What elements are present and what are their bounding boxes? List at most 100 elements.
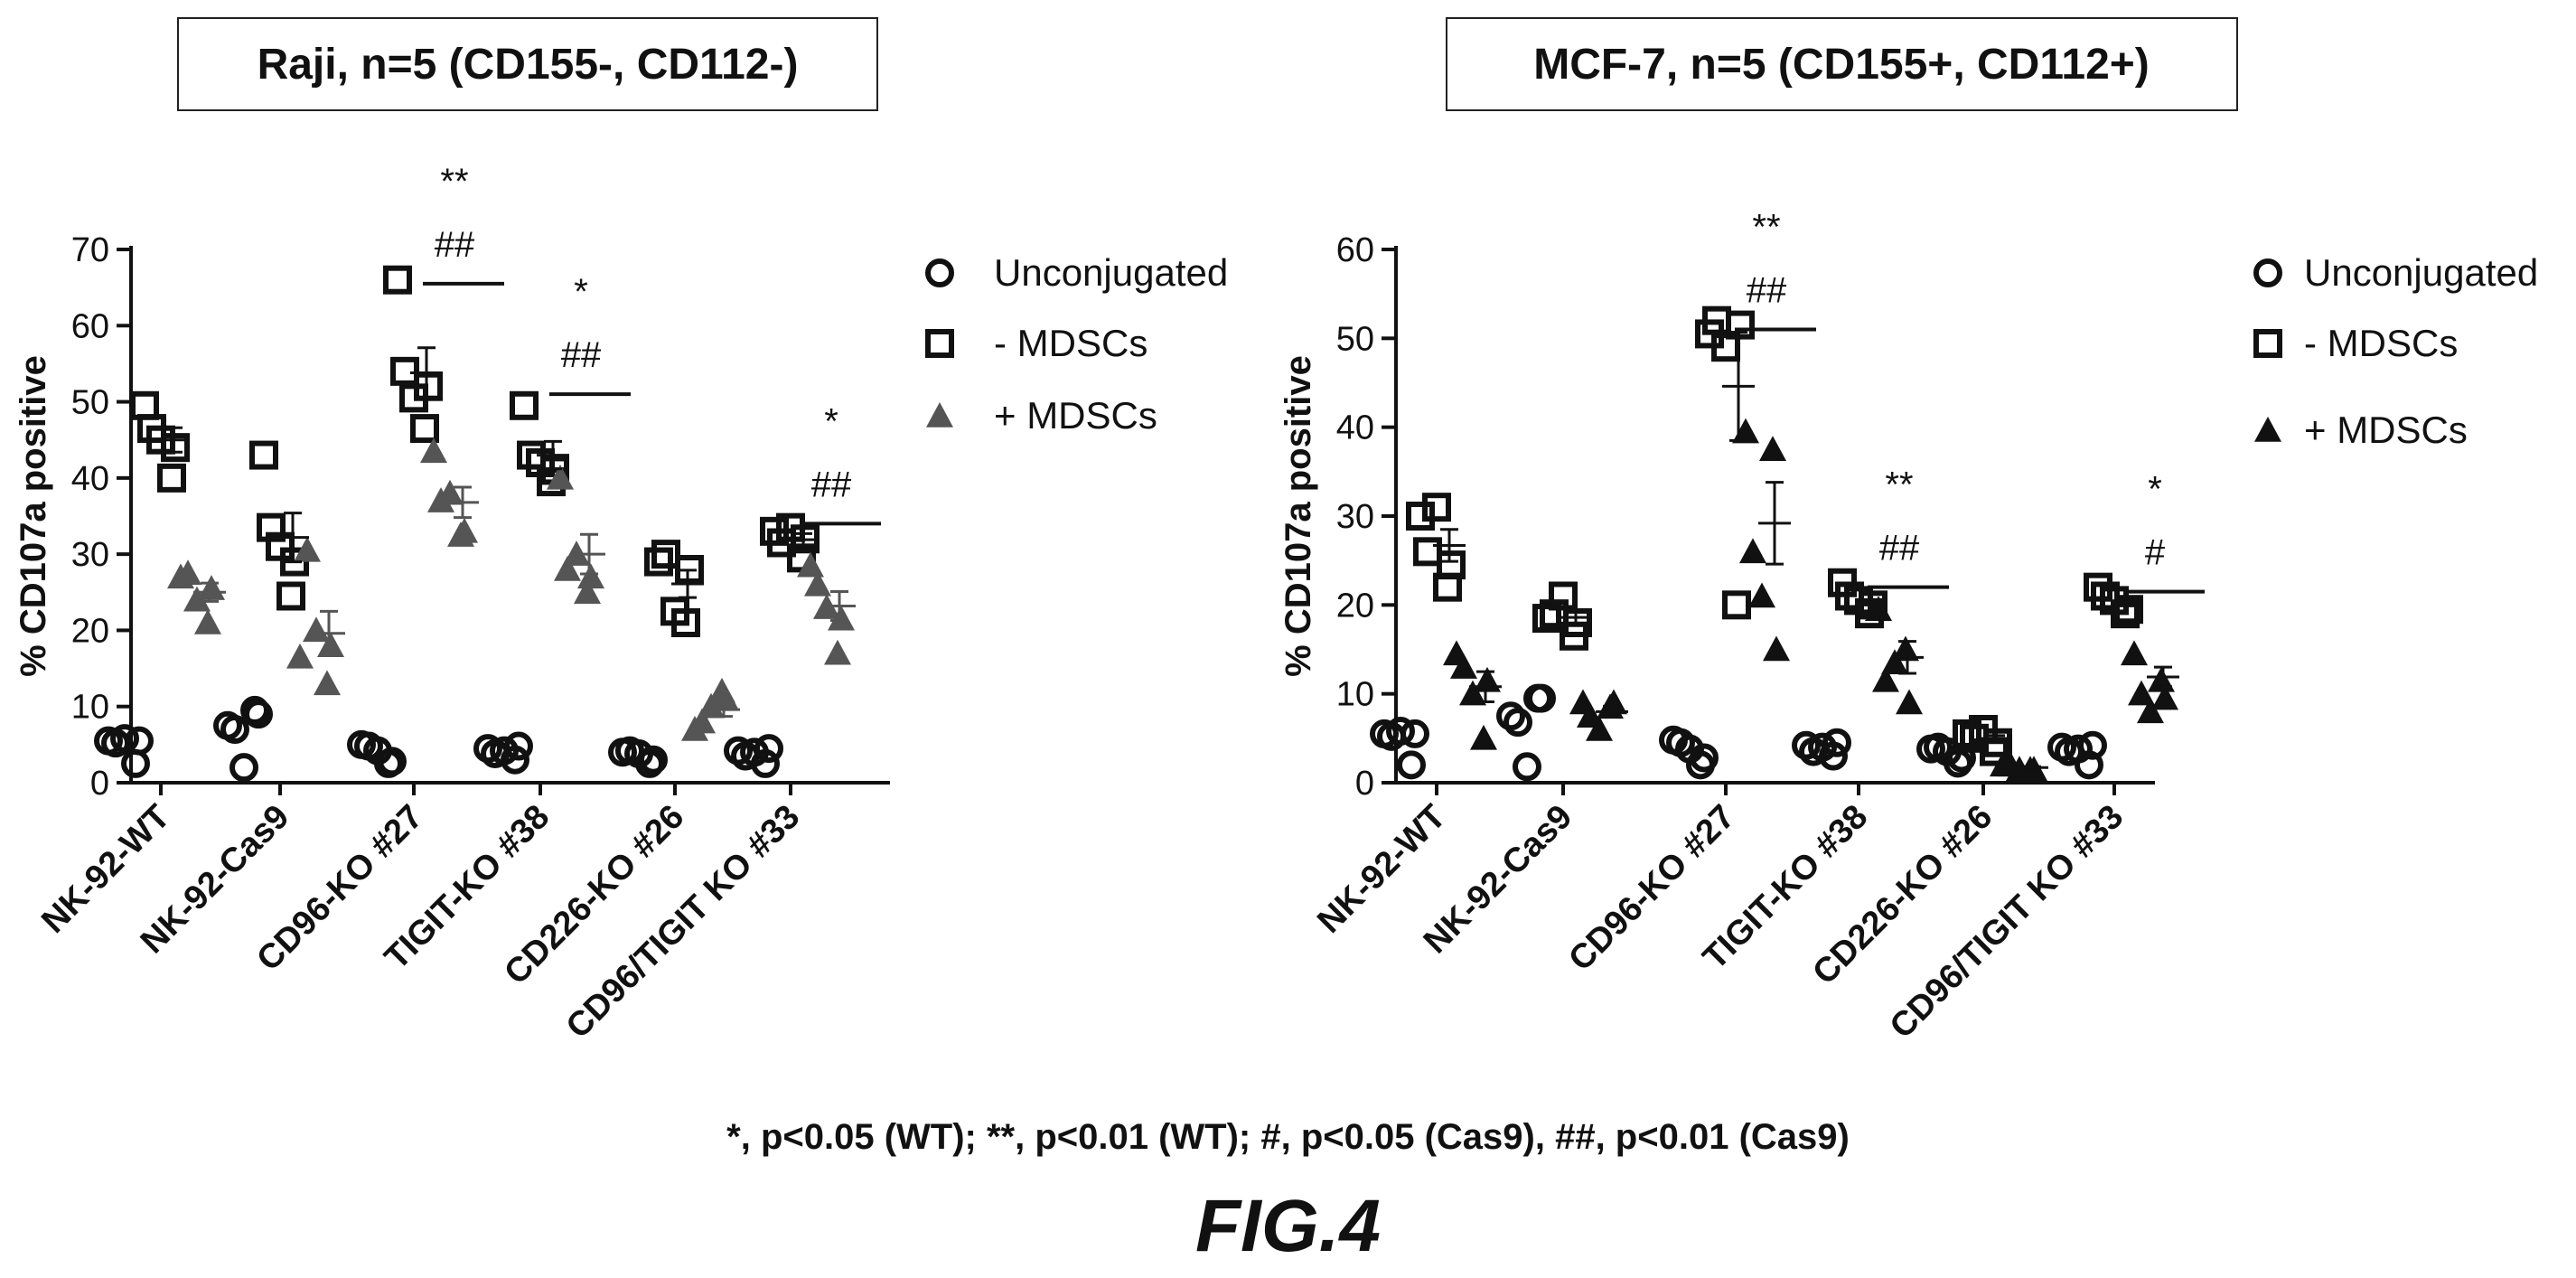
data-point-circle	[754, 734, 783, 764]
y-tick-label: 30	[71, 536, 109, 574]
data-point-square	[257, 512, 286, 542]
data-point-circle	[121, 748, 150, 778]
data-point-square	[660, 597, 689, 626]
y-tick-label: 30	[1336, 498, 1374, 536]
data-point-triangle	[451, 517, 478, 543]
data-point-triangle	[2137, 698, 2164, 724]
data-point-triangle	[2121, 640, 2148, 666]
legend-marker-square	[2253, 329, 2282, 358]
legend-label: - MDSCs	[994, 322, 1147, 364]
data-point-triangle	[828, 605, 855, 631]
data-point-square	[249, 440, 278, 470]
y-tick-label: 10	[71, 689, 109, 727]
data-point-square	[1437, 550, 1466, 580]
y-tick-label: 40	[1336, 409, 1374, 447]
data-point-triangle	[1586, 716, 1613, 741]
data-point-square	[410, 414, 439, 444]
data-point-triangle	[1763, 635, 1790, 662]
data-point-square	[390, 356, 419, 386]
y-axis-label: % CD107a positive	[1279, 355, 1318, 677]
y-tick-label: 60	[71, 307, 109, 345]
y-tick-label: 60	[1336, 231, 1374, 269]
data-point-triangle	[824, 639, 851, 665]
data-point-triangle	[1577, 702, 1604, 728]
data-point-square	[1422, 493, 1451, 522]
data-point-circle	[2078, 730, 2107, 760]
data-point-circle	[354, 731, 383, 761]
data-point-square	[1413, 537, 1442, 567]
data-point-triangle	[286, 643, 314, 669]
legend-marker-triangle	[926, 402, 953, 428]
significance-star: **	[1752, 208, 1780, 248]
data-point-circle	[1924, 732, 1953, 762]
legend-marker-circle	[925, 258, 954, 287]
y-axis-label: % CD107a positive	[14, 355, 53, 677]
y-tick-label: 0	[1355, 765, 1374, 803]
data-point-circle	[240, 695, 269, 725]
data-point-triangle	[1600, 689, 1627, 715]
legend-label: Unconjugated	[994, 251, 1228, 294]
data-point-square	[1406, 502, 1435, 531]
data-point-square	[1726, 310, 1755, 340]
data-point-triangle	[1450, 653, 1477, 679]
legend-label: + MDSCs	[994, 394, 1157, 437]
legend-label: Unconjugated	[2304, 251, 2538, 294]
data-point-triangle	[1748, 582, 1775, 608]
data-point-circle	[1527, 683, 1556, 713]
data-point-circle	[1400, 719, 1429, 748]
legend-label: + MDSCs	[2304, 409, 2468, 451]
data-point-square	[130, 390, 159, 420]
significance-star: **	[1885, 465, 1913, 505]
figure-label: FIG.4	[1194, 1185, 1382, 1267]
data-point-circle	[378, 747, 407, 776]
chart-title-box	[177, 17, 878, 111]
data-point-triangle	[712, 685, 739, 711]
data-point-triangle	[1997, 751, 2024, 777]
chart-title: Raji, n=5 (CD155-, CD112-)	[258, 41, 799, 89]
significance-star: **	[440, 162, 468, 202]
data-point-square	[1983, 728, 2012, 757]
data-point-triangle	[1459, 680, 1486, 706]
data-point-triangle	[1865, 596, 1892, 621]
data-point-triangle	[804, 570, 831, 597]
data-point-circle	[1822, 728, 1851, 757]
data-point-triangle	[554, 556, 581, 581]
y-tick-label: 0	[90, 765, 109, 803]
data-point-square	[651, 540, 680, 569]
data-point-square	[276, 581, 305, 611]
data-point-circle	[125, 726, 154, 756]
data-point-triangle	[698, 692, 725, 719]
y-tick-label: 40	[71, 460, 109, 498]
data-point-triangle	[2128, 680, 2155, 706]
data-point-square	[510, 390, 539, 420]
significance-hash: ##	[561, 335, 602, 375]
data-point-circle	[229, 753, 258, 783]
data-point-square	[1532, 604, 1561, 634]
data-point-triangle	[547, 464, 574, 490]
data-point-triangle	[314, 670, 341, 696]
data-point-triangle	[194, 609, 221, 634]
data-point-square	[1953, 719, 1981, 748]
data-point-circle	[504, 731, 533, 761]
y-tick-label: 50	[1336, 320, 1374, 358]
x-tick-label: CD96/TIGIT KO #33	[559, 798, 808, 1047]
y-tick-label: 20	[1336, 587, 1374, 625]
data-point-triangle	[174, 559, 201, 585]
data-point-triangle	[1896, 689, 1923, 715]
data-point-square	[383, 265, 412, 295]
data-point-triangle	[1881, 649, 1908, 674]
legend-marker-triangle	[2254, 417, 2281, 442]
significance-hash: ##	[435, 225, 475, 265]
significance-star: *	[824, 401, 838, 441]
data-point-square	[161, 433, 190, 463]
data-point-triangle	[577, 563, 604, 589]
legend-marker-square	[925, 329, 954, 358]
data-point-triangle	[198, 575, 225, 600]
data-point-triangle	[1872, 666, 1899, 692]
data-point-circle	[220, 715, 249, 744]
y-tick-label: 70	[71, 231, 109, 269]
data-point-square	[157, 463, 186, 493]
data-point-triangle	[574, 578, 601, 605]
data-point-triangle	[2148, 666, 2175, 692]
